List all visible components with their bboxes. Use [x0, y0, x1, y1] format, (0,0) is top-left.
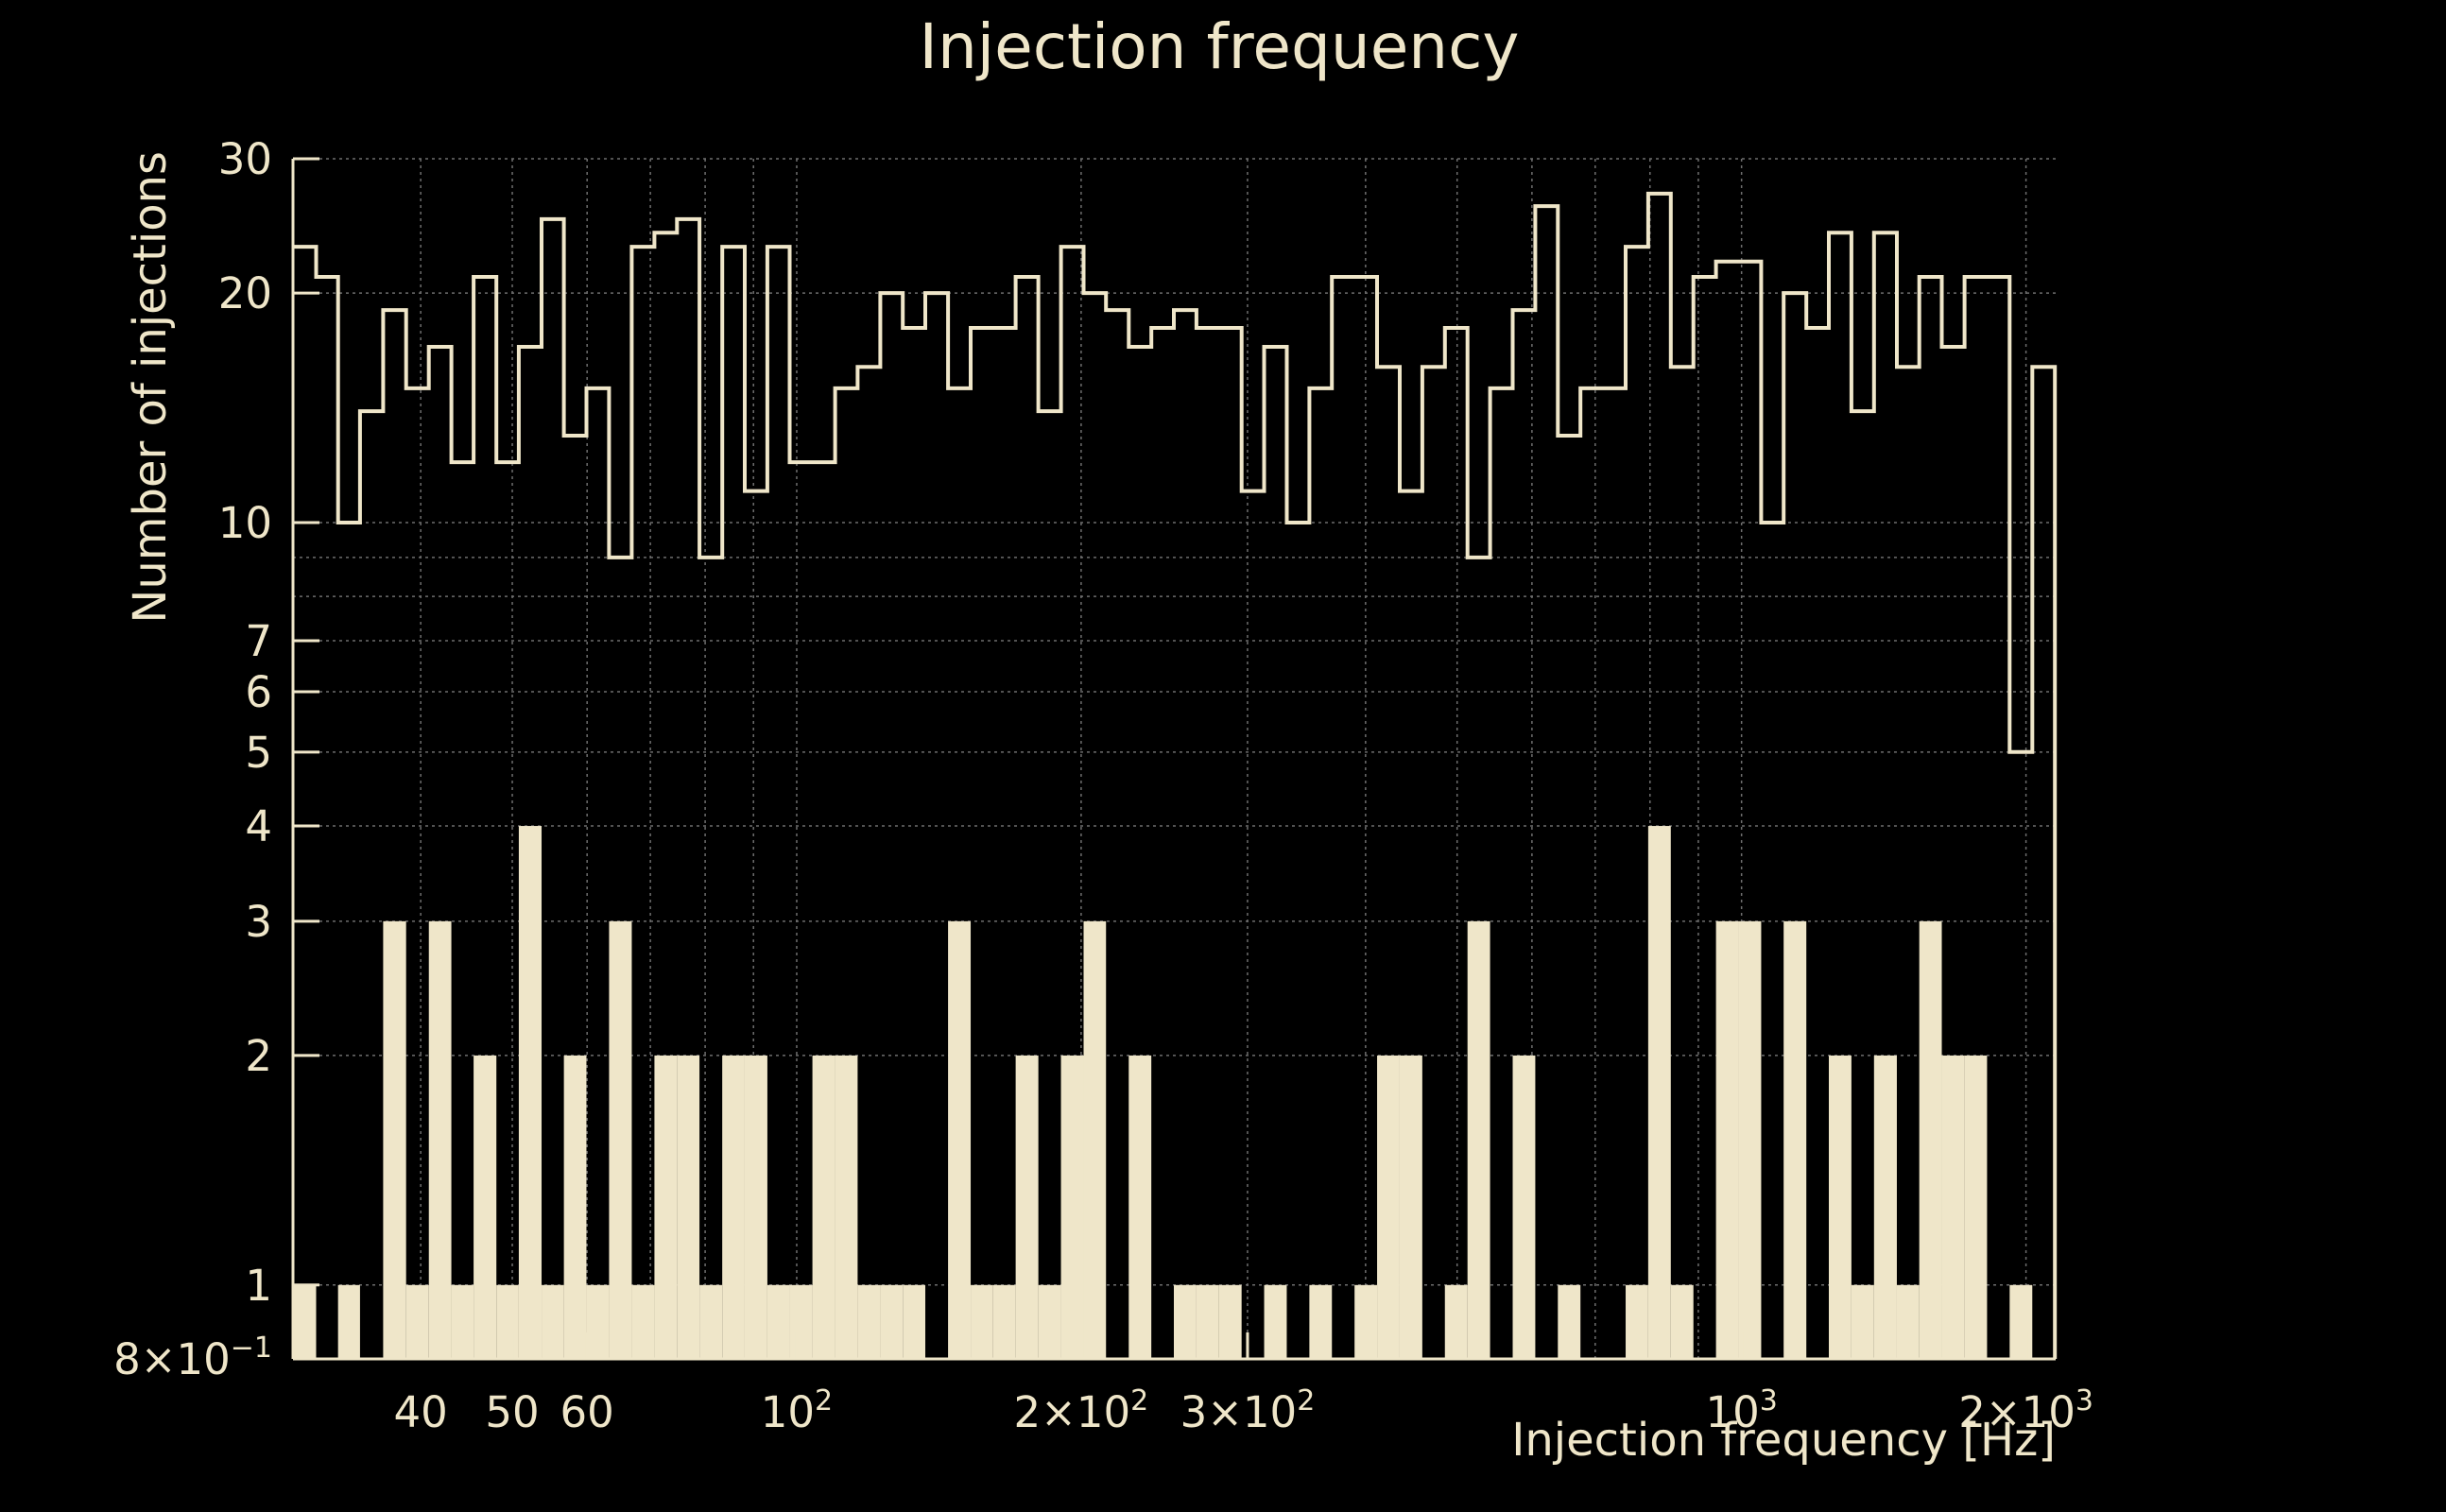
histogram-bar	[405, 1284, 429, 1359]
histogram-bar	[1919, 920, 1942, 1359]
y-tick-label: 7	[245, 616, 272, 666]
histogram-bar	[1354, 1284, 1378, 1359]
histogram-bar	[1174, 1284, 1197, 1359]
histogram-bar	[1738, 920, 1762, 1359]
histogram-bar	[948, 920, 972, 1359]
histogram-bar	[767, 1284, 790, 1359]
histogram-bar	[903, 1284, 926, 1359]
y-tick-label: 8×10−1	[113, 1332, 272, 1384]
histogram-bar	[1829, 1055, 1852, 1359]
x-axis-label: Injection frequency [Hz]	[1511, 1414, 2056, 1467]
bar-series	[293, 826, 2033, 1359]
histogram-bar	[971, 1284, 993, 1359]
histogram-bar	[1558, 1284, 1581, 1359]
y-tick-label: 3	[245, 897, 272, 947]
histogram-bar	[835, 1055, 858, 1359]
histogram-bar	[293, 1284, 317, 1359]
histogram-bar	[1444, 1284, 1468, 1359]
histogram-bar	[789, 1284, 813, 1359]
histogram-bar	[542, 1284, 564, 1359]
x-tick-label: 3×102	[1180, 1384, 1316, 1437]
histogram-bar	[699, 1284, 723, 1359]
histogram-bar	[992, 1284, 1016, 1359]
tick-labels: 40 50 60 102 2×102 3×102 103 2×103 8×10−1 1 2 3 4 5 67…	[113, 134, 2093, 1437]
histogram-bar	[1783, 920, 1807, 1359]
x-tick-label: 2×103	[1958, 1384, 2093, 1437]
histogram-bar	[563, 1055, 587, 1359]
histogram-bar	[2009, 1284, 2033, 1359]
histogram-bar	[1309, 1284, 1333, 1359]
y-tick-label: 5	[245, 728, 272, 778]
x-tick-label: 2×102	[1014, 1384, 1149, 1437]
histogram-bar	[451, 1284, 474, 1359]
histogram-bar	[1196, 1284, 1219, 1359]
step-line	[293, 191, 2058, 1359]
histogram-bar	[1626, 1284, 1648, 1359]
x-tick-label: 103	[1705, 1384, 1777, 1437]
histogram-bar	[1896, 1284, 1920, 1359]
y-tick-label: 4	[245, 801, 272, 851]
y-tick-label: 10	[218, 498, 272, 548]
histogram-bar	[474, 1055, 497, 1359]
histogram-bar	[1647, 826, 1671, 1359]
histogram-bar	[1467, 920, 1490, 1359]
histogram-bar	[1715, 920, 1739, 1359]
y-tick-label: 6	[245, 667, 272, 717]
histogram-bar	[1670, 1284, 1694, 1359]
histogram-bar	[609, 920, 632, 1359]
axes-frame	[291, 157, 2056, 1361]
x-tick-label: 102	[761, 1384, 833, 1437]
histogram-bar	[812, 1055, 835, 1359]
histogram-bar	[428, 920, 452, 1359]
histogram-bar	[631, 1284, 655, 1359]
x-tick-label: 60	[560, 1387, 614, 1437]
histogram-bar	[383, 920, 406, 1359]
chart-title: Injection frequency	[920, 10, 1520, 83]
histogram-bar	[857, 1284, 881, 1359]
histogram-bar	[1873, 1055, 1897, 1359]
histogram-bar	[1964, 1055, 1988, 1359]
histogram-bar	[722, 1055, 745, 1359]
histogram-bar	[1128, 1055, 1152, 1359]
histogram-bar	[1377, 1055, 1400, 1359]
histogram-bar	[496, 1284, 519, 1359]
histogram-bar	[1218, 1284, 1242, 1359]
histogram-bar	[586, 1284, 610, 1359]
histogram-bar	[1083, 920, 1107, 1359]
histogram-bar	[1399, 1055, 1422, 1359]
y-axis-label: Number of injections	[124, 151, 177, 624]
histogram-bar	[1512, 1055, 1536, 1359]
histogram-bar	[654, 1055, 678, 1359]
y-tick-label: 30	[218, 134, 272, 184]
step-series	[293, 191, 2058, 1359]
x-tick-label: 50	[485, 1387, 539, 1437]
y-tick-label: 1	[245, 1261, 272, 1311]
histogram-bar	[1015, 1055, 1039, 1359]
histogram-bar	[1264, 1284, 1287, 1359]
histogram-bar	[1941, 1055, 1965, 1359]
histogram-bar	[677, 1055, 700, 1359]
grid	[293, 158, 2056, 1359]
y-tick-label: 20	[218, 268, 272, 318]
histogram-bar	[518, 826, 543, 1359]
histogram-bar	[1851, 1284, 1874, 1359]
histogram-bar	[744, 1055, 767, 1359]
histogram-bar	[1060, 1055, 1084, 1359]
histogram-bar	[337, 1284, 360, 1359]
histogram-bar	[1038, 1284, 1061, 1359]
histogram-bar	[880, 1284, 904, 1359]
y-tick-label: 2	[245, 1031, 272, 1081]
x-tick-label: 40	[394, 1387, 448, 1437]
